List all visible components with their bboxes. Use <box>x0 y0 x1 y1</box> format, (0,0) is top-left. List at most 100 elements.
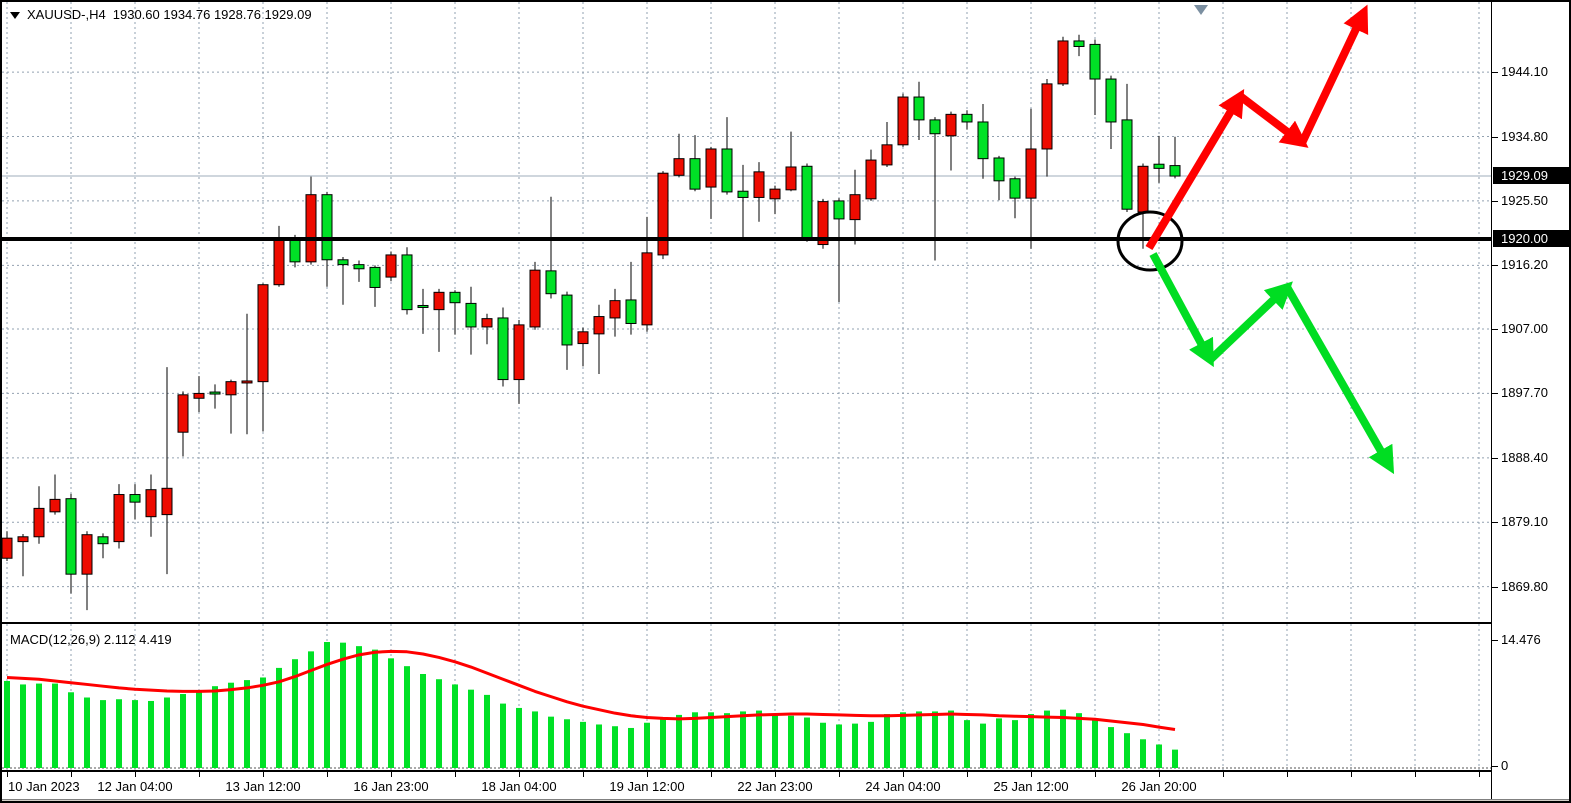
macd-histogram-bar <box>436 679 442 768</box>
bullish-scenario-arrow-segment[interactable] <box>1298 4 1369 145</box>
collapse-triangle-icon[interactable] <box>10 12 20 19</box>
axis-tick-mark <box>1492 587 1498 588</box>
time-axis-label: 16 Jan 23:00 <box>353 779 429 794</box>
support-line-price-tag: 1920.00 <box>1493 230 1569 247</box>
candle-body-bull <box>433 291 445 311</box>
bearish-scenario-arrow-segment[interactable] <box>1149 252 1214 368</box>
macd-histogram-bar <box>340 642 346 768</box>
window-bottom-edge <box>2 799 1569 801</box>
macd-histogram-bar <box>756 710 762 768</box>
candle-body-bear <box>721 148 733 193</box>
candle <box>513 320 525 404</box>
macd-histogram-bar <box>692 712 698 768</box>
axis-tick-mark <box>1492 137 1498 138</box>
candle-body-bull <box>785 166 797 191</box>
candle <box>961 110 973 130</box>
macd-histogram-bar <box>660 719 666 768</box>
bearish-scenario-arrow-segment[interactable] <box>1207 281 1293 363</box>
candle-body-bull <box>609 300 621 319</box>
scroll-to-end-marker-icon[interactable] <box>1194 5 1208 15</box>
bullish-scenario-arrow-segment[interactable] <box>1237 92 1309 148</box>
candle <box>593 304 605 375</box>
axis-tick-mark <box>1492 522 1498 523</box>
price-axis-label: 1925.50 <box>1501 193 1548 208</box>
candle <box>305 176 317 265</box>
candle-body-bear <box>417 304 429 308</box>
macd-histogram-bar <box>1012 720 1018 768</box>
macd-histogram-bar <box>404 666 410 768</box>
axis-tick-mark <box>1492 640 1498 641</box>
candle <box>929 117 941 261</box>
macd-histogram-bar <box>612 726 618 768</box>
time-axis[interactable]: 10 Jan 2023 12 Jan 04:00 13 Jan 12:00 16 Ja… <box>2 772 1491 799</box>
candle <box>1089 39 1101 116</box>
macd-indicator-panel[interactable]: MACD(12,26,9) 2.112 4.419 <box>2 622 1491 772</box>
macd-histogram-bar <box>100 700 106 768</box>
price-axis-label: 1916.20 <box>1501 257 1548 272</box>
macd-histogram-bar <box>356 646 362 768</box>
bearish-scenario-arrow-segment[interactable] <box>1283 285 1395 475</box>
macd-canvas[interactable] <box>2 624 1491 770</box>
bearish-scenario-arrow[interactable] <box>1149 252 1395 475</box>
candle-body-bear <box>1089 43 1101 80</box>
time-axis-label: 24 Jan 04:00 <box>865 779 941 794</box>
candle <box>129 484 141 520</box>
time-tick-mark <box>711 772 712 777</box>
time-axis-label: 18 Jan 04:00 <box>481 779 557 794</box>
candle-body-bull <box>241 380 253 384</box>
candle <box>385 251 397 282</box>
macd-histogram-bar <box>516 707 522 768</box>
price-axis[interactable]: 1944.10 1934.80 1925.50 1916.20 1907.00 1897.… <box>1491 2 1569 799</box>
macd-histogram-bar <box>500 703 506 768</box>
candle <box>1073 34 1085 57</box>
candle-body-bear <box>497 317 509 381</box>
macd-histogram-bar <box>900 712 906 768</box>
time-axis-label: 19 Jan 12:00 <box>609 779 685 794</box>
price-chart-canvas[interactable] <box>2 2 1491 622</box>
price-chart-panel[interactable]: XAUUSD-,H4 1930.60 1934.76 1928.76 1929.… <box>2 2 1491 622</box>
candle-body-bull <box>1057 40 1069 85</box>
macd-histogram-bar <box>276 667 282 768</box>
candle <box>401 247 413 315</box>
macd-histogram-bar <box>804 717 810 768</box>
candle <box>977 103 989 179</box>
macd-histogram-bar <box>372 649 378 768</box>
axis-tick-mark <box>1492 72 1498 73</box>
candle <box>641 216 653 332</box>
candle <box>417 288 429 334</box>
bullish-scenario-arrow-segment[interactable] <box>1145 88 1245 251</box>
macd-histogram-bar <box>740 711 746 768</box>
current-price-tag: 1929.09 <box>1493 167 1569 184</box>
candle-body-bull <box>593 316 605 335</box>
macd-histogram-bar <box>68 692 74 768</box>
price-axis-label: 1907.00 <box>1501 321 1548 336</box>
time-axis-label: 10 Jan 2023 <box>8 779 80 794</box>
macd-histogram-bar <box>772 714 778 768</box>
candle <box>225 379 237 434</box>
macd-histogram-bar <box>228 682 234 768</box>
macd-histogram-bar <box>1124 733 1130 768</box>
axis-tick-mark <box>1492 766 1498 767</box>
candle-body-bull <box>849 194 861 221</box>
candle <box>497 307 509 387</box>
candle-body-bear <box>209 391 221 395</box>
macd-histogram-bar <box>292 659 298 768</box>
candle-body-bear <box>289 238 301 263</box>
macd-histogram-bar <box>196 690 202 768</box>
macd-axis-max-label: 14.476 <box>1501 632 1541 647</box>
candle <box>1169 136 1181 179</box>
candle <box>337 257 349 305</box>
breakout-circle-annotation[interactable] <box>1116 210 1184 272</box>
macd-histogram-bar <box>324 642 330 768</box>
candle <box>689 135 701 192</box>
time-tick-mark <box>71 772 72 777</box>
candle-body-bear <box>353 264 365 270</box>
candle-body-bull <box>2 537 13 559</box>
candle <box>833 198 845 303</box>
time-tick-mark <box>583 772 584 777</box>
price-axis-label: 1897.70 <box>1501 385 1548 400</box>
time-tick-mark <box>135 772 136 777</box>
bullish-scenario-arrow[interactable] <box>1145 4 1369 251</box>
macd-histogram-bar <box>1172 749 1178 768</box>
candle-body-bull <box>817 201 829 246</box>
